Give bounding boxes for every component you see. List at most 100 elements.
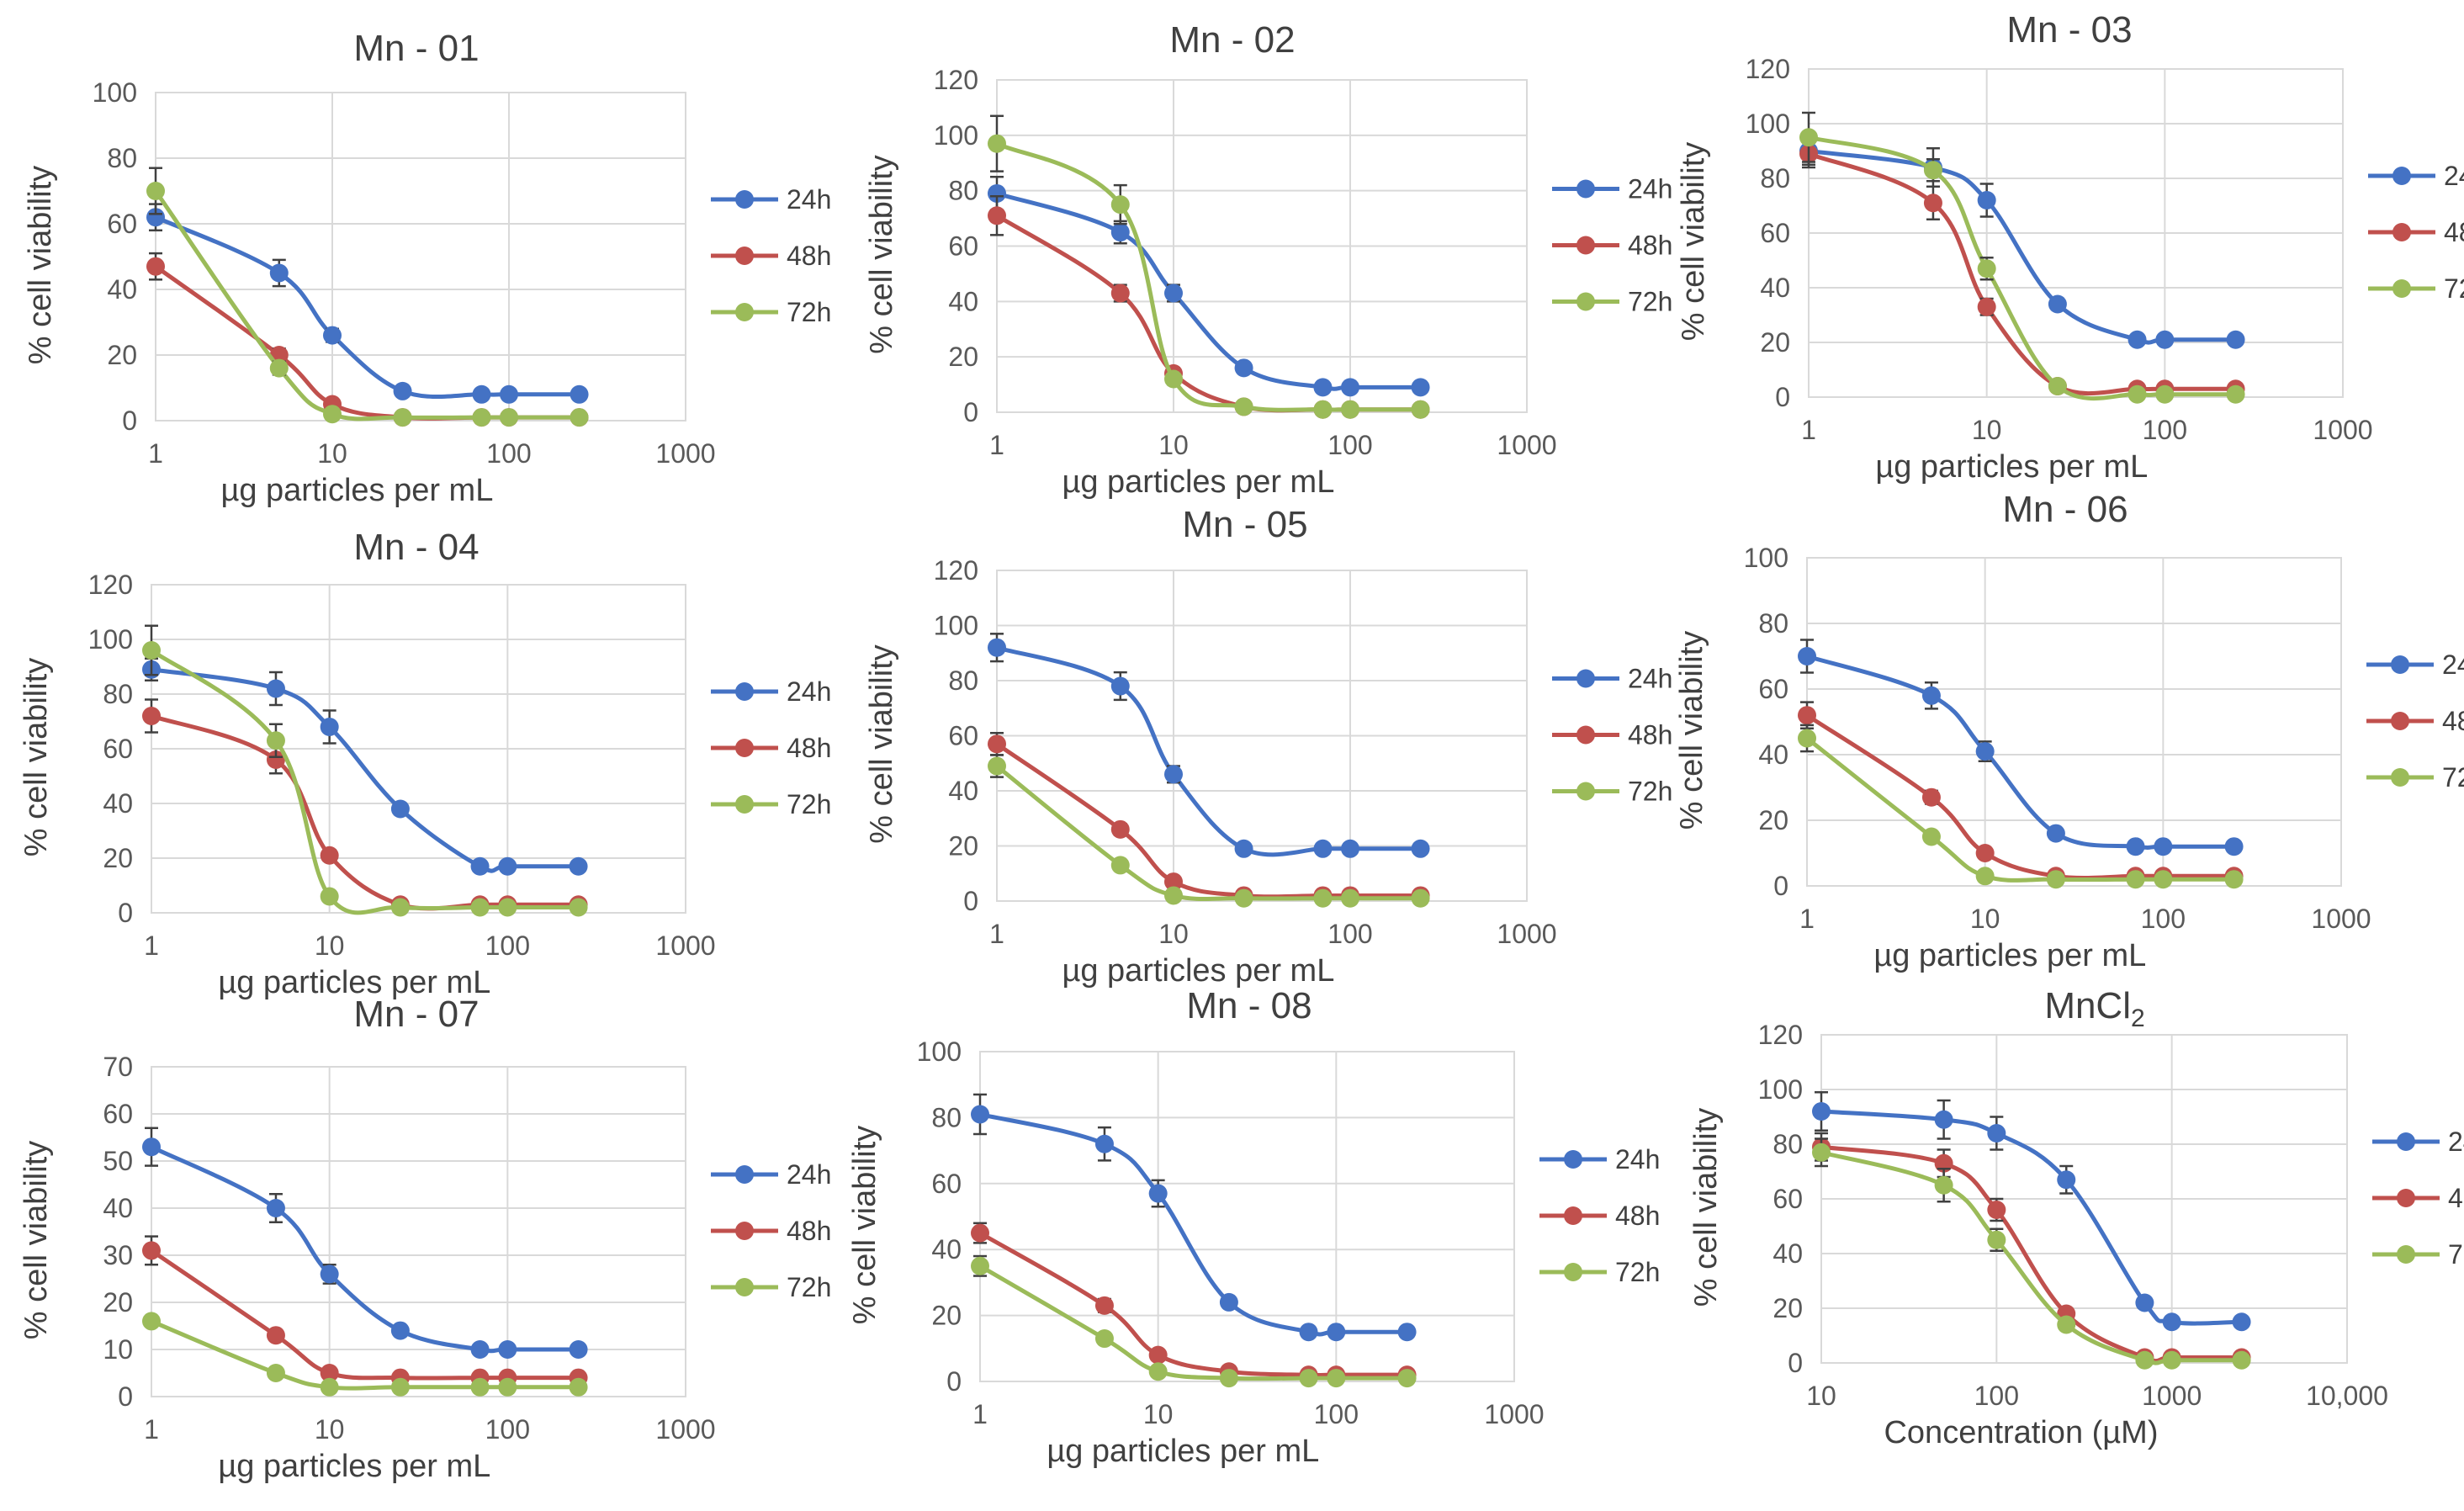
legend-label: 48h bbox=[1628, 720, 1672, 750]
legend-item: 48h bbox=[711, 733, 831, 763]
legend-item: 48h bbox=[2368, 217, 2464, 247]
x-axis-label: µg particles per mL bbox=[218, 1449, 490, 1484]
y-tick-label: 0 bbox=[1788, 1348, 1803, 1378]
legend-label: 48h bbox=[2442, 706, 2464, 736]
legend-item: 24h bbox=[711, 184, 831, 215]
legend-swatch-marker bbox=[2391, 655, 2409, 674]
legend-swatch-marker bbox=[2391, 712, 2409, 730]
data-point bbox=[2057, 1170, 2076, 1190]
legend-label: 48h bbox=[1628, 231, 1672, 261]
data-point bbox=[1812, 1102, 1831, 1121]
legend-label: 48h bbox=[2444, 217, 2464, 247]
legend-swatch-marker bbox=[735, 739, 754, 757]
chart-panel: 0 20 40 60 80 100 120 10 100 1000 10,000 MnCl2 Conce… bbox=[1688, 985, 2464, 1450]
series-line bbox=[151, 713, 579, 911]
y-tick-label: 100 bbox=[1758, 1074, 1803, 1105]
data-point bbox=[472, 408, 491, 427]
y-tick-label: 60 bbox=[1760, 218, 1790, 248]
data-point bbox=[2155, 330, 2175, 349]
x-tick-label: 100 bbox=[2143, 415, 2187, 445]
legend-swatch-marker bbox=[735, 1165, 754, 1184]
legend-label: 72h bbox=[2448, 1239, 2464, 1270]
x-axis-label: µg particles per mL bbox=[1875, 449, 2148, 485]
y-tick-label: 40 bbox=[103, 788, 133, 819]
data-point bbox=[1987, 1201, 2006, 1219]
x-tick-label: 10 bbox=[1158, 919, 1189, 949]
data-point bbox=[1975, 867, 1995, 886]
series-72h bbox=[1798, 724, 2244, 889]
data-point bbox=[2048, 377, 2067, 395]
legend-swatch-marker bbox=[1576, 669, 1595, 688]
legend-swatch-marker bbox=[1576, 236, 1595, 255]
x-tick-label: 1000 bbox=[2142, 1381, 2202, 1411]
data-point bbox=[390, 799, 410, 819]
data-point bbox=[2048, 294, 2067, 314]
legend-swatch-marker bbox=[735, 1278, 754, 1296]
y-tick-label: 120 bbox=[88, 570, 133, 600]
x-tick-label: 10,000 bbox=[2306, 1381, 2388, 1411]
legend-item: 72h bbox=[2366, 762, 2464, 793]
y-tick-label: 100 bbox=[88, 624, 133, 655]
legend-item: 72h bbox=[711, 297, 831, 327]
legend-swatch-marker bbox=[2391, 768, 2409, 787]
y-tick-label: 20 bbox=[103, 1287, 133, 1317]
data-point bbox=[1977, 297, 1996, 316]
y-tick-label: 100 bbox=[934, 120, 978, 151]
y-tick-label: 40 bbox=[948, 776, 978, 806]
legend-label: 72h bbox=[787, 789, 831, 819]
data-point bbox=[393, 381, 412, 400]
y-tick-label: 20 bbox=[948, 831, 978, 862]
series-line bbox=[996, 645, 1421, 857]
data-point bbox=[1977, 259, 1996, 278]
series-line bbox=[995, 141, 1421, 412]
data-point bbox=[269, 263, 289, 283]
x-tick-label: 1 bbox=[989, 919, 1004, 949]
legend-item: 24h bbox=[1552, 664, 1672, 694]
data-point bbox=[1921, 686, 1941, 705]
legend-swatch-marker bbox=[735, 247, 754, 265]
x-tick-label: 1000 bbox=[655, 438, 715, 469]
data-point bbox=[320, 1377, 339, 1397]
y-tick-label: 60 bbox=[1772, 1184, 1803, 1214]
data-point bbox=[1341, 888, 1359, 908]
data-point bbox=[1110, 819, 1130, 839]
legend-swatch-marker bbox=[735, 682, 754, 701]
data-point bbox=[971, 1223, 989, 1243]
y-axis-label: % cell viability bbox=[1688, 1108, 1724, 1307]
legend-swatch-marker bbox=[735, 303, 754, 321]
x-tick-label: 1 bbox=[144, 930, 159, 961]
chart-panel: 0 20 40 60 80 100 1 10 100 1000 Mn - 08 µg particle… bbox=[847, 985, 1660, 1469]
series-line bbox=[150, 648, 579, 915]
series-24h bbox=[988, 175, 1430, 397]
y-tick-label: 20 bbox=[948, 342, 978, 372]
plot-area bbox=[151, 584, 686, 914]
y-tick-label: 120 bbox=[1758, 1020, 1803, 1050]
series-72h bbox=[142, 1312, 588, 1397]
x-axis-label: Concentration (µM) bbox=[1884, 1415, 2158, 1450]
x-tick-label: 10 bbox=[315, 1414, 345, 1445]
data-point bbox=[470, 1340, 490, 1359]
data-point bbox=[1327, 1323, 1346, 1342]
series-line bbox=[1808, 149, 2236, 345]
series-line bbox=[1820, 1150, 2242, 1365]
y-tick-label: 80 bbox=[1760, 163, 1790, 194]
legend-swatch-marker bbox=[2392, 223, 2411, 241]
series-line bbox=[978, 1264, 1407, 1381]
data-point bbox=[320, 887, 339, 906]
data-point bbox=[269, 358, 289, 378]
chart-title: Mn - 02 bbox=[1169, 19, 1295, 61]
data-point bbox=[2232, 1312, 2251, 1332]
y-tick-label: 60 bbox=[103, 1099, 133, 1129]
y-tick-label: 30 bbox=[103, 1240, 133, 1270]
y-tick-label: 20 bbox=[1758, 805, 1788, 835]
data-point bbox=[2128, 384, 2147, 404]
series-72h bbox=[988, 754, 1430, 908]
data-point bbox=[1327, 1369, 1346, 1388]
data-point bbox=[1148, 1362, 1168, 1381]
x-tick-label: 100 bbox=[1327, 919, 1372, 949]
legend-swatch-marker bbox=[735, 190, 754, 209]
series-line bbox=[150, 1249, 579, 1381]
y-tick-label: 0 bbox=[118, 1381, 133, 1412]
legend-label: 24h bbox=[1628, 174, 1672, 204]
data-point bbox=[988, 638, 1006, 657]
